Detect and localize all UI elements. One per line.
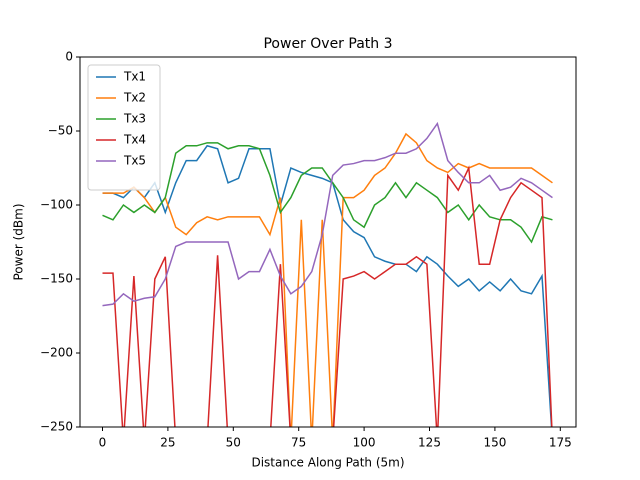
series-line (102, 132, 553, 427)
y-tick-label: −50 (48, 124, 73, 138)
y-tick-label: −150 (40, 272, 73, 286)
axes-frame (79, 56, 577, 428)
x-tick-label: 50 (226, 436, 241, 450)
chart-title: Power Over Path 3 (263, 36, 392, 52)
y-tick-label: −100 (40, 198, 73, 212)
x-tick-label: 0 (99, 436, 107, 450)
legend-label: Tx4 (123, 133, 146, 147)
legend-label: Tx3 (123, 112, 146, 126)
y-axis-label: Power (dBm) (12, 204, 26, 281)
x-tick-label: 125 (418, 436, 441, 450)
y-tick-label: −200 (40, 346, 73, 360)
plot-area (102, 121, 553, 427)
x-tick-label: 150 (483, 436, 506, 450)
y-tick-label: −250 (40, 420, 73, 434)
legend-label: Tx2 (123, 91, 146, 105)
series-line (102, 121, 553, 307)
series-line (102, 165, 553, 427)
legend-box (87, 64, 161, 191)
x-tick-label: 25 (160, 436, 175, 450)
series-line (102, 142, 553, 244)
legend-label: Tx1 (123, 70, 146, 84)
x-tick-label: 75 (291, 436, 306, 450)
series-line (102, 144, 553, 427)
x-tick-label: 100 (353, 436, 376, 450)
legend-label: Tx5 (123, 154, 146, 168)
x-axis-label: Distance Along Path (5m) (251, 456, 404, 470)
x-tick-label: 175 (549, 436, 572, 450)
y-tick-label: 0 (65, 50, 73, 64)
